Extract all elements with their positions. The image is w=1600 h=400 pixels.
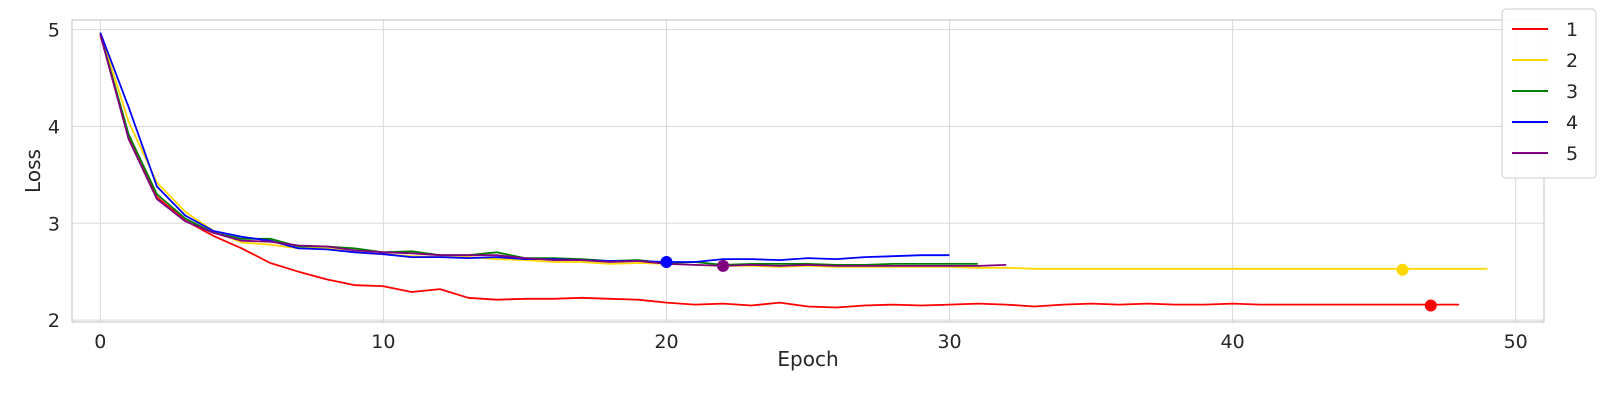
series-layer (99, 32, 1488, 309)
legend-label-1: 1 (1566, 19, 1578, 41)
series-line-5 (99, 34, 1007, 267)
best-epoch-marker-5 (717, 259, 730, 272)
legend-label-3: 3 (1566, 81, 1578, 103)
y-axis-label: Loss (21, 149, 45, 193)
plot-frame (71, 19, 1545, 323)
best-epoch-marker-2 (1396, 263, 1409, 276)
y-tick-label: 2 (48, 310, 60, 332)
y-tick-label: 4 (48, 116, 60, 138)
series-line-3 (99, 34, 978, 266)
legend-box (1501, 8, 1597, 179)
x-tick-label: 40 (1221, 331, 1245, 353)
x-axis-label: Epoch (777, 347, 838, 371)
legend-label-4: 4 (1566, 112, 1578, 134)
x-tick-label: 30 (937, 331, 961, 353)
marker-layer (660, 255, 1437, 312)
series-line-2 (99, 32, 1488, 270)
grid-lines (72, 20, 1544, 322)
legend-label-2: 2 (1566, 50, 1578, 72)
x-tick-label: 50 (1504, 331, 1528, 353)
y-tick-label: 3 (48, 213, 60, 235)
y-axis-ticks: 2 3 4 5 (48, 20, 60, 332)
legend-label-5: 5 (1566, 143, 1578, 165)
best-epoch-marker-1 (1424, 299, 1437, 312)
legend: 1 2 3 4 5 (1501, 8, 1597, 179)
x-axis-ticks: 0 10 20 30 40 50 (94, 331, 1528, 353)
x-tick-label: 0 (94, 331, 106, 353)
series-line-1 (99, 34, 1460, 309)
x-tick-label: 10 (371, 331, 395, 353)
y-tick-label: 5 (48, 20, 60, 42)
best-epoch-marker-4 (660, 255, 673, 268)
x-tick-label: 20 (654, 331, 678, 353)
series-line-4 (99, 32, 950, 263)
